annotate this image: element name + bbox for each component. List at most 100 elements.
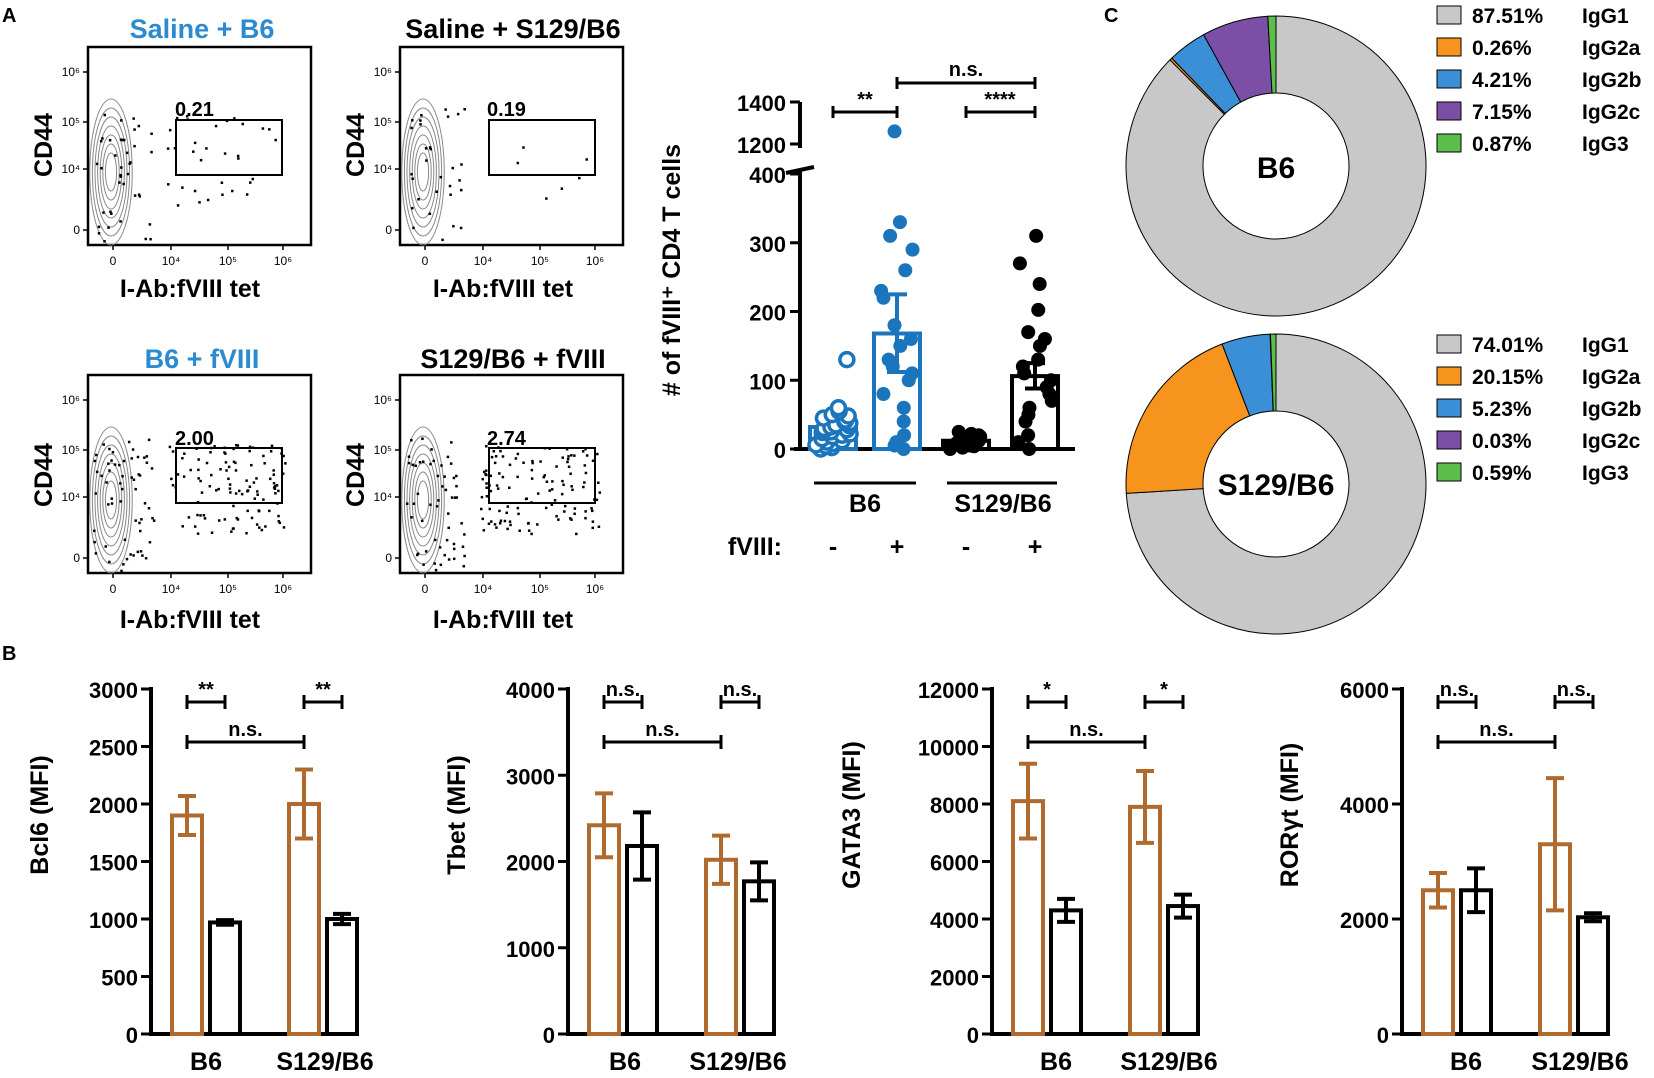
flow-gate-event-dot: [485, 486, 488, 489]
flow-gate-event-dot: [195, 447, 198, 450]
count-data-point: [829, 399, 848, 417]
flow-ytick-label-4-3: 0: [385, 551, 392, 565]
flow-xtick-label-4-2: 10⁵: [531, 582, 549, 596]
count-chart-ytick-label-1200: 1200: [737, 133, 786, 158]
flow-gate-event-dot: [272, 486, 276, 489]
flow-event-dot: [119, 500, 123, 503]
flow-gate-event-dot: [248, 181, 252, 184]
flow-gate-event-dot: [584, 447, 587, 451]
flow-event-dot: [429, 462, 432, 466]
flow-event-dot: [421, 460, 425, 463]
mfi-ytick-label-3-2000: 2000: [930, 966, 979, 991]
flow-event-dot: [414, 464, 418, 468]
flow-gate-event-dot: [209, 451, 212, 454]
flow-event-dot: [446, 115, 450, 118]
flow-gate-event-dot: [506, 527, 509, 531]
flow-gate-event-dot: [198, 201, 201, 204]
flow-event-dot: [133, 128, 136, 131]
mfi-ytick-label-3-6000: 6000: [930, 851, 979, 876]
flow-event-dot: [451, 166, 455, 170]
flow-gate-event-dot: [562, 483, 565, 487]
flow-gate-event-dot: [509, 523, 512, 527]
flow-event-dot: [407, 455, 411, 458]
flow-gate-event-dot: [516, 475, 519, 479]
flow-gate-event-dot: [567, 455, 570, 458]
flow-gate-event-dot: [196, 500, 200, 504]
flow-event-dot: [126, 172, 130, 176]
flow-gate-event-dot: [245, 479, 248, 482]
flow-gate-event-dot: [257, 509, 261, 513]
mfi-sig-label-1-2: n.s.: [228, 719, 262, 741]
legend-s129-pct-5: 0.59%: [1472, 462, 1532, 485]
flow-gate-event-dot: [561, 456, 564, 459]
flow-dots-2: [410, 108, 588, 242]
flow-gate-event-dot: [262, 454, 265, 458]
flow-gate-event-dot: [193, 189, 197, 193]
flow-xtick-label-1-3: 10⁶: [274, 254, 292, 268]
count-data-point: [964, 426, 979, 441]
flow-gate-event-dot: [248, 445, 252, 449]
count-data-point: [887, 318, 902, 333]
fviii-sign-2: +: [890, 533, 905, 561]
flow-gate-box-3: [175, 447, 283, 504]
gate-value-2: 0.19: [487, 99, 526, 121]
flow-event-dot: [122, 459, 126, 463]
flow-xtick-label-2-0: 0: [422, 254, 429, 268]
flow-event-dot: [453, 496, 457, 499]
flow-gate-event-dot: [536, 523, 539, 526]
flow-gate-event-dot: [197, 468, 200, 472]
mfi-sig-label-2-1: n.s.: [723, 679, 757, 701]
flow-event-dot: [102, 211, 105, 214]
mfi-bar-1-brown-0: [170, 813, 204, 1036]
flow-gate-event-dot: [269, 450, 273, 453]
mfi-sig-label-3-1: *: [1160, 679, 1168, 701]
flow-title-2: Saline + S129/B6: [405, 14, 620, 44]
rorgt-cat-b6: B6: [1450, 1048, 1482, 1076]
flow-gate-event-dot: [176, 204, 180, 207]
flow-gate-event-dot: [544, 506, 548, 510]
mfi-ytick-label-4-2000: 2000: [1340, 908, 1389, 933]
mfi-bar-1-black-0: [208, 920, 242, 1037]
flow-gate-event-dot: [498, 472, 501, 475]
flow-gate-event-dot: [227, 477, 230, 481]
flow-gate-event-dot: [251, 177, 255, 181]
flow-gate-event-dot: [591, 526, 595, 530]
flow-event-dot: [443, 475, 446, 478]
flow-gate-event-dot: [573, 512, 576, 516]
flow-gate-event-dot: [189, 468, 192, 472]
flow-gate-event-dot: [591, 459, 595, 463]
flow-event-dot: [95, 162, 99, 166]
flow-event-dot: [456, 112, 460, 116]
flow-gate-event-dot: [480, 507, 483, 511]
mfi-bar-3-black-0: [1049, 908, 1083, 1036]
flow-gate-event-dot: [596, 452, 599, 456]
flow-event-dot: [145, 461, 149, 464]
flow-gate-event-dot: [570, 518, 573, 521]
flow-gate-event-dot: [575, 532, 578, 536]
flow-contour-2-6: [403, 107, 443, 237]
flow-event-dot: [108, 560, 111, 564]
flow-event-dot: [419, 119, 422, 122]
mfi-ytick-label-2-0: 0: [543, 1023, 555, 1048]
flow-gate-event-dot: [481, 477, 485, 481]
flow-event-dot: [455, 496, 459, 499]
count-data-point: [1031, 302, 1046, 317]
flow-gate-event-dot: [548, 447, 551, 450]
flow-contour-1-5: [94, 116, 128, 228]
flow-gate-event-dot: [591, 520, 595, 523]
count-data-point: [876, 387, 891, 401]
flow-dots-4: [405, 437, 602, 572]
flow-event-dot: [450, 496, 454, 499]
flow-event-dot: [93, 540, 96, 544]
flow-gate-event-dot: [505, 511, 508, 515]
flow-xlabel-4: I-Ab:fVIII tet: [433, 606, 574, 634]
flow-event-dot: [434, 568, 438, 572]
flow-event-dot: [137, 193, 141, 196]
flow-dots-1: [95, 113, 277, 243]
flow-gate-event-dot: [183, 452, 186, 455]
flow-gate-event-dot: [518, 529, 521, 532]
flow-gate-event-dot: [196, 513, 199, 517]
legend-s129-pct-3: 5.23%: [1472, 398, 1532, 421]
flow-event-dot: [149, 237, 152, 241]
flow-gate-event-dot: [250, 516, 254, 520]
